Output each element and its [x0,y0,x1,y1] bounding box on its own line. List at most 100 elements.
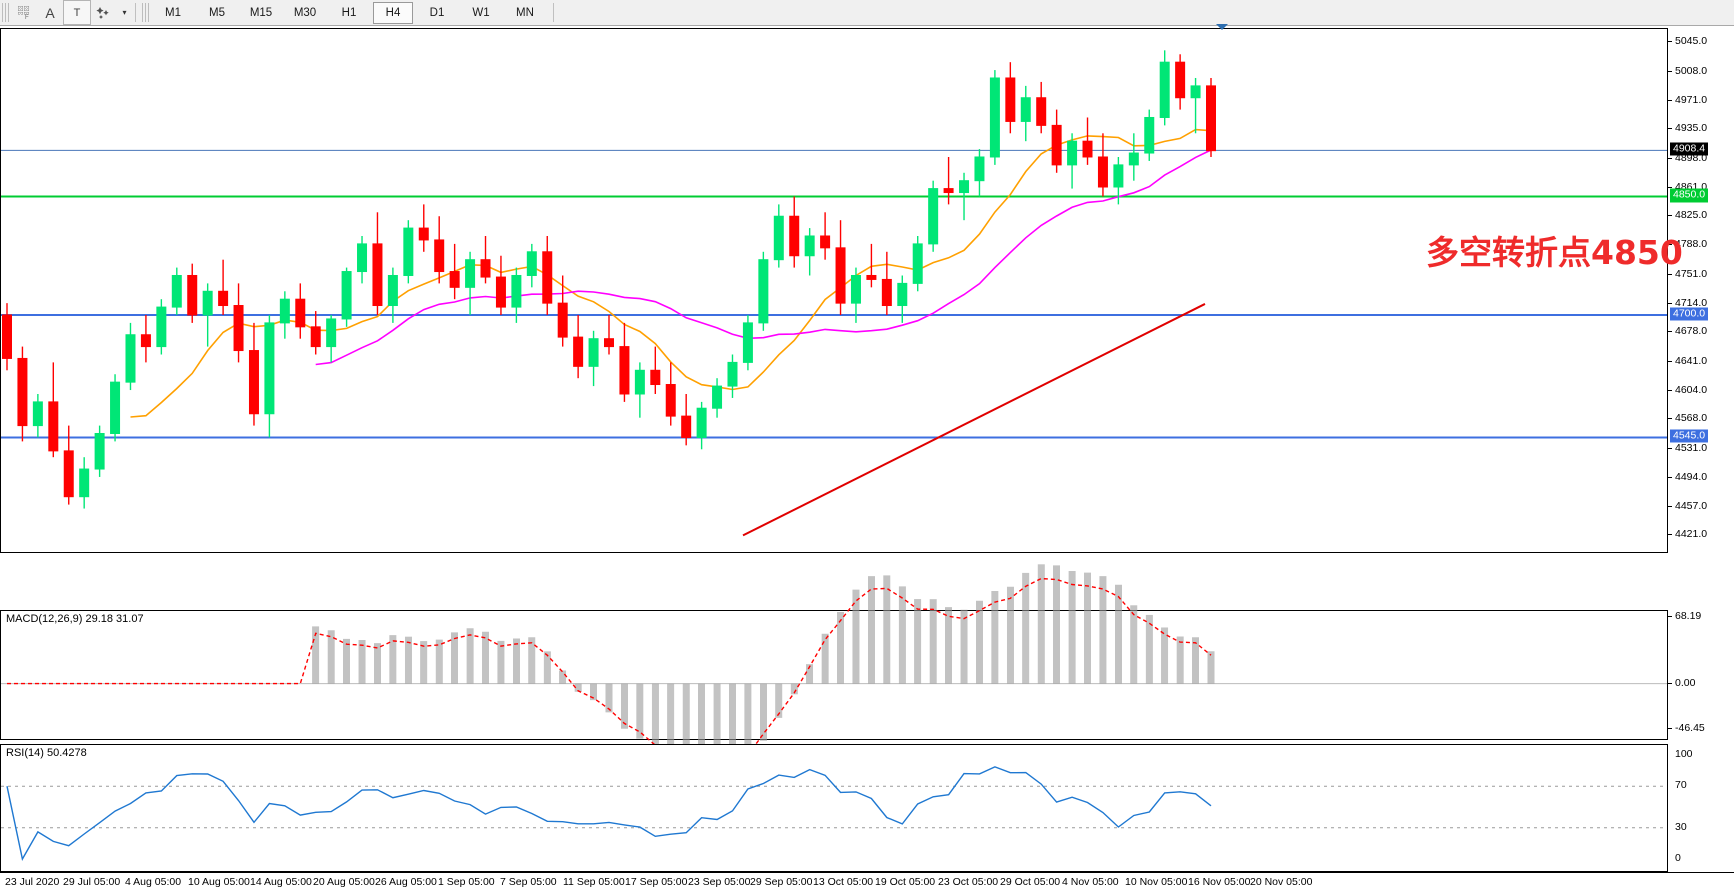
candle [1175,54,1186,110]
main-toolbar: F A T ▾ M1 M5 M15 M30 H1 H4 D1 W1 MN [0,0,1734,26]
crosshair-icon[interactable]: F [11,1,37,24]
timeframe-grip[interactable] [142,3,149,22]
time-axis-label: 23 Oct 05:00 [938,876,999,888]
timeframe-d1[interactable]: D1 [429,6,445,19]
candle [449,243,460,300]
ascending-trend-line[interactable] [742,303,1206,537]
toolbar-grip[interactable] [2,3,9,22]
timeframe-h4[interactable]: H4 [373,1,413,24]
timeframe-m1[interactable]: M1 [165,6,181,19]
axis-tick [1668,418,1672,420]
candle [881,251,892,315]
candle [403,220,414,284]
time-axis-label: 29 Jul 05:00 [63,876,121,888]
candle [634,362,645,418]
axis-label: 4604.0 [1675,383,1708,396]
candle [248,322,259,426]
timeframe-w1[interactable]: W1 [472,6,490,19]
toolbar-divider-2 [553,3,554,22]
axis-tick [1668,273,1672,275]
axis-tick [1668,447,1672,449]
axis-price-chip-level-blue[interactable]: 4545.0 [1670,429,1709,443]
candle [372,212,383,315]
price-axis[interactable]: 5045.0 5008.0 4971.0 4935.0 4898.0 4861.0 4825… [1668,28,1734,872]
axis-label: 5008.0 [1675,64,1708,77]
candle [588,330,599,387]
chart-position-marker-icon [1216,24,1228,30]
ma-slow-line [315,149,1212,366]
macd-histogram [312,564,1215,788]
candle [943,156,954,205]
candle [959,172,970,221]
ma-fast-line [130,128,1212,418]
candle [1144,109,1155,161]
axis-tick [1668,476,1672,478]
candle [542,235,553,315]
objects-icon[interactable] [91,1,117,24]
text-box-icon[interactable]: T [63,0,91,25]
price-chart-canvas [1,50,1667,537]
macd-axis-tick [1668,728,1672,729]
macd-canvas [1,564,1667,788]
rsi-pane[interactable]: RSI(14) 50.4278 [0,744,1668,872]
candle [897,275,908,323]
rsi-axis-label: 100 [1675,748,1693,760]
candle [650,346,661,394]
text-a-icon[interactable]: A [37,1,63,24]
candle [1097,133,1108,197]
time-axis-label: 17 Sep 05:00 [625,876,688,888]
candle [1128,133,1139,181]
timeframe-m30[interactable]: M30 [293,6,317,19]
rsi-axis-label: 70 [1675,779,1687,792]
time-axis[interactable]: 23 Jul 2020 29 Jul 05:00 4 Aug 05:00 10 Aug… [0,872,1734,893]
candle [866,243,877,288]
candle [434,216,445,284]
caret-glyph: ▾ [122,8,127,17]
axis-label: 4457.0 [1675,499,1708,512]
time-axis-label: 20 Aug 05:00 [313,876,375,888]
candle [511,267,522,323]
candle [665,362,676,426]
price-chart-pane[interactable]: 多空转折点4850 [0,28,1683,553]
candle [912,235,923,292]
candle [418,204,429,252]
macd-pane[interactable]: MACD(12,26,9) 29.18 31.07 [0,564,1668,788]
axis-label: 4421.0 [1675,528,1708,541]
timeframe-mn[interactable]: MN [516,6,534,19]
rsi-canvas [1,766,1667,861]
axis-price-chip-level-green[interactable]: 4850.0 [1670,188,1709,202]
macd-axis-tick [1668,616,1672,617]
timeframe-h1[interactable]: H1 [341,6,357,19]
time-axis-label: 29 Oct 05:00 [1000,876,1061,888]
axis-label: 4935.0 [1675,122,1708,135]
candle [727,354,738,398]
candle [264,314,275,438]
axis-price-chip-level-blue[interactable]: 4700.0 [1670,307,1709,321]
candle [202,283,213,347]
rsi-pane-label: RSI(14) 50.4278 [6,747,87,759]
candle [48,362,59,458]
timeframe-m15[interactable]: M15 [249,6,273,19]
candle [557,275,568,347]
candle [604,314,614,355]
candle [17,346,28,442]
axis-price-chip-last-price[interactable]: 4908.4 [1670,142,1709,156]
candle [1159,50,1170,126]
candle [1082,117,1093,165]
timeframe-m5[interactable]: M5 [209,6,225,19]
axis-tick [1668,128,1672,130]
axis-label: 4531.0 [1675,441,1708,454]
candle [2,303,12,371]
candle [526,243,537,288]
time-axis-label: 29 Sep 05:00 [750,876,813,888]
time-axis-label: 7 Sep 05:00 [500,876,557,888]
axis-label: 4568.0 [1675,412,1708,425]
candle [110,374,121,442]
time-axis-label: 10 Aug 05:00 [188,876,250,888]
candle [696,401,707,450]
candle [357,235,368,284]
candle [187,263,198,323]
time-axis-label: 11 Sep 05:00 [563,876,625,888]
dropdown-caret-icon[interactable]: ▾ [117,1,131,24]
axis-tick [1668,534,1672,536]
